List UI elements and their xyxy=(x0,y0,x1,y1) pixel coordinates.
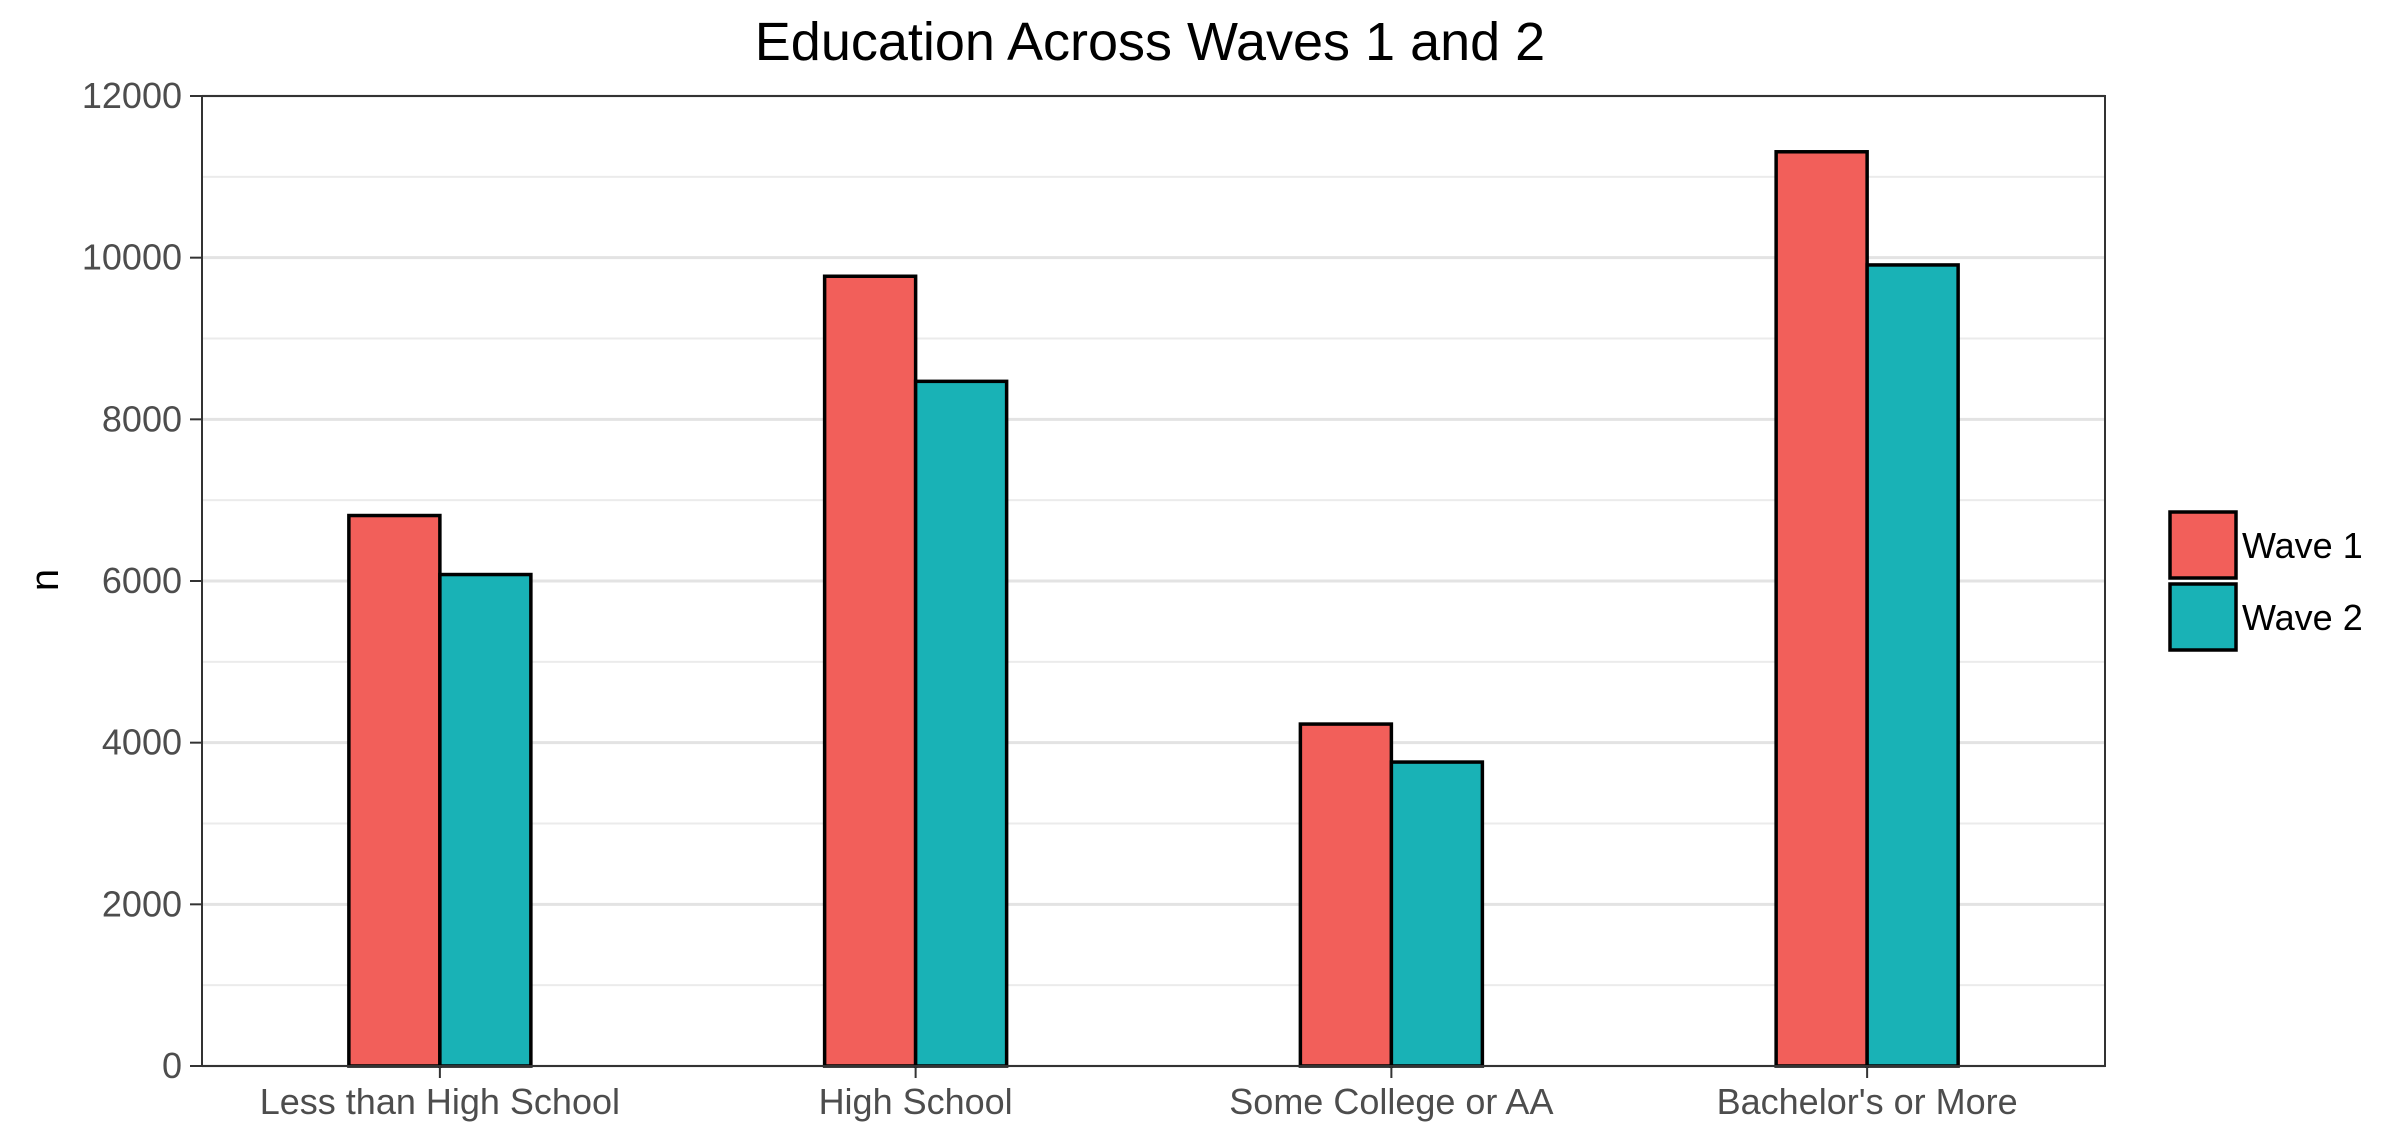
legend-key xyxy=(2168,510,2238,580)
y-tick-label: 8000 xyxy=(102,398,182,439)
bar xyxy=(1774,150,1869,1068)
legend-label: Wave 2 xyxy=(2242,597,2363,638)
y-tick-label: 10000 xyxy=(82,237,182,278)
y-tick-label: 6000 xyxy=(102,560,182,601)
y-tick-label: 0 xyxy=(162,1045,182,1086)
bar xyxy=(347,513,442,1068)
y-tick-label: 4000 xyxy=(102,722,182,763)
x-tick-label: Bachelor's or More xyxy=(1717,1081,2018,1122)
bar xyxy=(913,379,1009,1068)
x-axis: Less than High School High School Some Col… xyxy=(260,1066,2018,1122)
legend-key xyxy=(2168,582,2238,652)
bar xyxy=(1865,263,1960,1068)
x-tick-label: Some College or AA xyxy=(1229,1081,1553,1122)
chart-title: Education Across Waves 1 and 2 xyxy=(755,12,1545,72)
bar xyxy=(822,274,918,1068)
bars xyxy=(347,150,1960,1068)
legend-label: Wave 1 xyxy=(2242,525,2363,566)
y-axis: 0 2000 4000 6000 8000 10000 12000 xyxy=(82,75,202,1086)
y-axis-title: n xyxy=(23,569,67,591)
x-tick-label: High School xyxy=(819,1081,1013,1122)
bar xyxy=(1389,760,1485,1068)
bar xyxy=(1298,722,1394,1068)
y-tick-label: 12000 xyxy=(82,75,182,116)
bar xyxy=(438,572,533,1068)
x-tick-label: Less than High School xyxy=(260,1081,620,1122)
legend: Wave 1 Wave 2 xyxy=(2168,510,2363,652)
y-tick-label: 2000 xyxy=(102,883,182,924)
